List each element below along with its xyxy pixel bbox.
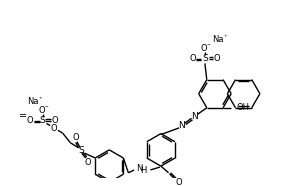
Text: O: O	[213, 54, 220, 63]
Text: O: O	[176, 178, 182, 186]
Text: O: O	[201, 44, 207, 53]
Text: OH: OH	[237, 103, 250, 112]
Text: S: S	[78, 146, 84, 155]
Text: S: S	[202, 54, 208, 63]
Text: Na: Na	[213, 35, 224, 44]
Text: O: O	[84, 158, 91, 167]
Text: S: S	[40, 116, 46, 125]
Text: $^{+}$: $^{+}$	[223, 34, 229, 39]
Text: O: O	[27, 116, 33, 125]
Text: O: O	[73, 133, 79, 142]
Text: $^{-}$: $^{-}$	[206, 43, 211, 48]
Text: $^{-}$: $^{-}$	[44, 105, 49, 110]
Text: Na: Na	[27, 97, 39, 106]
Text: N: N	[136, 164, 142, 174]
Text: O: O	[189, 54, 196, 63]
Text: O: O	[38, 106, 45, 115]
Text: N: N	[191, 112, 198, 121]
Text: $^{+}$: $^{+}$	[38, 96, 43, 101]
Text: =: =	[20, 111, 28, 121]
Text: O: O	[51, 124, 57, 133]
Text: H: H	[141, 166, 147, 175]
Text: N: N	[178, 121, 185, 129]
Text: O: O	[52, 116, 58, 125]
